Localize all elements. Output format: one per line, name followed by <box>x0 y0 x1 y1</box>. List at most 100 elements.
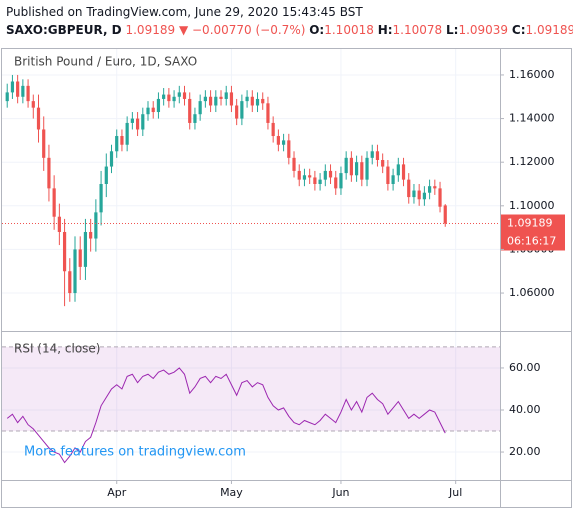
watermark: More features on tradingview.com <box>24 445 246 460</box>
candle-body <box>47 157 51 189</box>
candle-body <box>62 231 67 272</box>
candle-body <box>16 81 20 97</box>
candle-body <box>354 162 359 176</box>
candle-body <box>386 166 390 185</box>
candle-body <box>334 177 338 189</box>
y-tick-label: 1.10000 <box>509 199 555 212</box>
x-tick-label: Jun <box>331 486 349 499</box>
symbol: SAXO:GBPEUR, D <box>6 23 122 37</box>
candle-body <box>125 122 129 145</box>
candle-body <box>292 157 296 171</box>
candle-body <box>412 190 416 198</box>
candle-body <box>214 96 218 106</box>
candle-body <box>287 140 291 158</box>
candle-body <box>308 175 312 178</box>
candle-body <box>193 114 197 123</box>
candle-body <box>151 107 155 113</box>
candle-body <box>328 170 333 178</box>
y-tick-label: 1.12000 <box>509 155 555 168</box>
candle-body <box>417 190 421 200</box>
candle-body <box>94 212 98 239</box>
candle-body <box>42 129 46 158</box>
x-tick-label: May <box>220 486 243 499</box>
candle-body <box>73 249 77 294</box>
x-tick-label: Jul <box>448 486 462 499</box>
candle-body <box>188 98 192 123</box>
candle-body <box>156 98 161 113</box>
candle-body <box>182 92 187 99</box>
candle-body <box>281 140 286 145</box>
last: 1.09189 <box>125 23 176 37</box>
candle-body <box>318 179 322 185</box>
candle-body <box>135 118 140 130</box>
arrow: ▼ <box>178 23 189 37</box>
candle-body <box>99 184 103 213</box>
y-tick-label: 60.00 <box>509 361 541 374</box>
candle-body <box>146 107 150 115</box>
candle-body <box>339 173 343 189</box>
y-tick-label: 20.00 <box>509 445 541 458</box>
candle-body <box>271 122 275 137</box>
candle-body <box>297 170 301 180</box>
candle-body <box>198 101 202 115</box>
candle-body <box>261 98 265 104</box>
rsi-band <box>2 346 500 432</box>
last-price-box <box>501 214 565 233</box>
last-price-label: 1.09189 <box>507 216 553 229</box>
x-tick-label: Apr <box>107 486 127 499</box>
candle-body <box>323 170 327 180</box>
y-tick-label: 40.00 <box>509 403 541 416</box>
candle-body <box>235 105 239 119</box>
open: 1.10018 <box>324 23 374 37</box>
candle-body <box>104 166 108 185</box>
candle-body <box>5 92 9 102</box>
candle-body <box>10 81 15 93</box>
frame <box>1 48 572 508</box>
o-label: O: <box>309 23 325 37</box>
candle-body <box>141 114 145 130</box>
candle-body <box>172 96 176 102</box>
candle-body <box>313 177 317 185</box>
pane-title: RSI (14, close) <box>14 342 100 356</box>
quote-line: SAXO:GBPEUR, D 1.09189 ▼ −0.00770 (−0.7%… <box>6 21 573 39</box>
candle-body <box>167 94 171 102</box>
published: Published on TradingView.com, June 29, 2… <box>6 5 363 19</box>
candle-body <box>375 151 380 161</box>
candle-body <box>302 175 307 180</box>
candle-body <box>407 179 411 198</box>
y-tick-label: 1.16000 <box>509 68 555 81</box>
candle-body <box>162 94 166 99</box>
candle-body <box>229 92 234 106</box>
candle-body <box>360 162 364 180</box>
candle-body <box>438 188 442 207</box>
candle-body <box>381 160 385 167</box>
candle-body <box>68 271 72 294</box>
candle-body <box>31 101 35 108</box>
y-tick-label: 1.14000 <box>509 112 555 125</box>
candle-body <box>52 188 56 217</box>
candle-body <box>219 96 223 99</box>
change: −0.00770 (−0.7%) <box>192 23 306 37</box>
candle-body <box>26 85 30 102</box>
candle-body <box>396 164 400 176</box>
high: 1.10078 <box>392 23 443 37</box>
header: Published on TradingView.com, June 29, 2… <box>6 3 573 39</box>
candle-body <box>208 96 213 106</box>
candle-body <box>130 118 134 123</box>
candle-body <box>401 164 406 180</box>
candle-body <box>78 249 82 267</box>
countdown-label: 06:16:17 <box>507 234 556 247</box>
candle-body <box>36 107 41 130</box>
candle-body <box>255 98 260 106</box>
h-label: H: <box>377 23 393 37</box>
candle-body <box>21 85 25 97</box>
candle-body <box>266 103 270 123</box>
candle-body <box>370 151 374 158</box>
candle-body <box>240 101 244 119</box>
rsi-line <box>6 367 446 464</box>
close: 1.09189 <box>525 23 573 37</box>
candle-body <box>83 231 88 267</box>
candle-body <box>349 157 353 176</box>
